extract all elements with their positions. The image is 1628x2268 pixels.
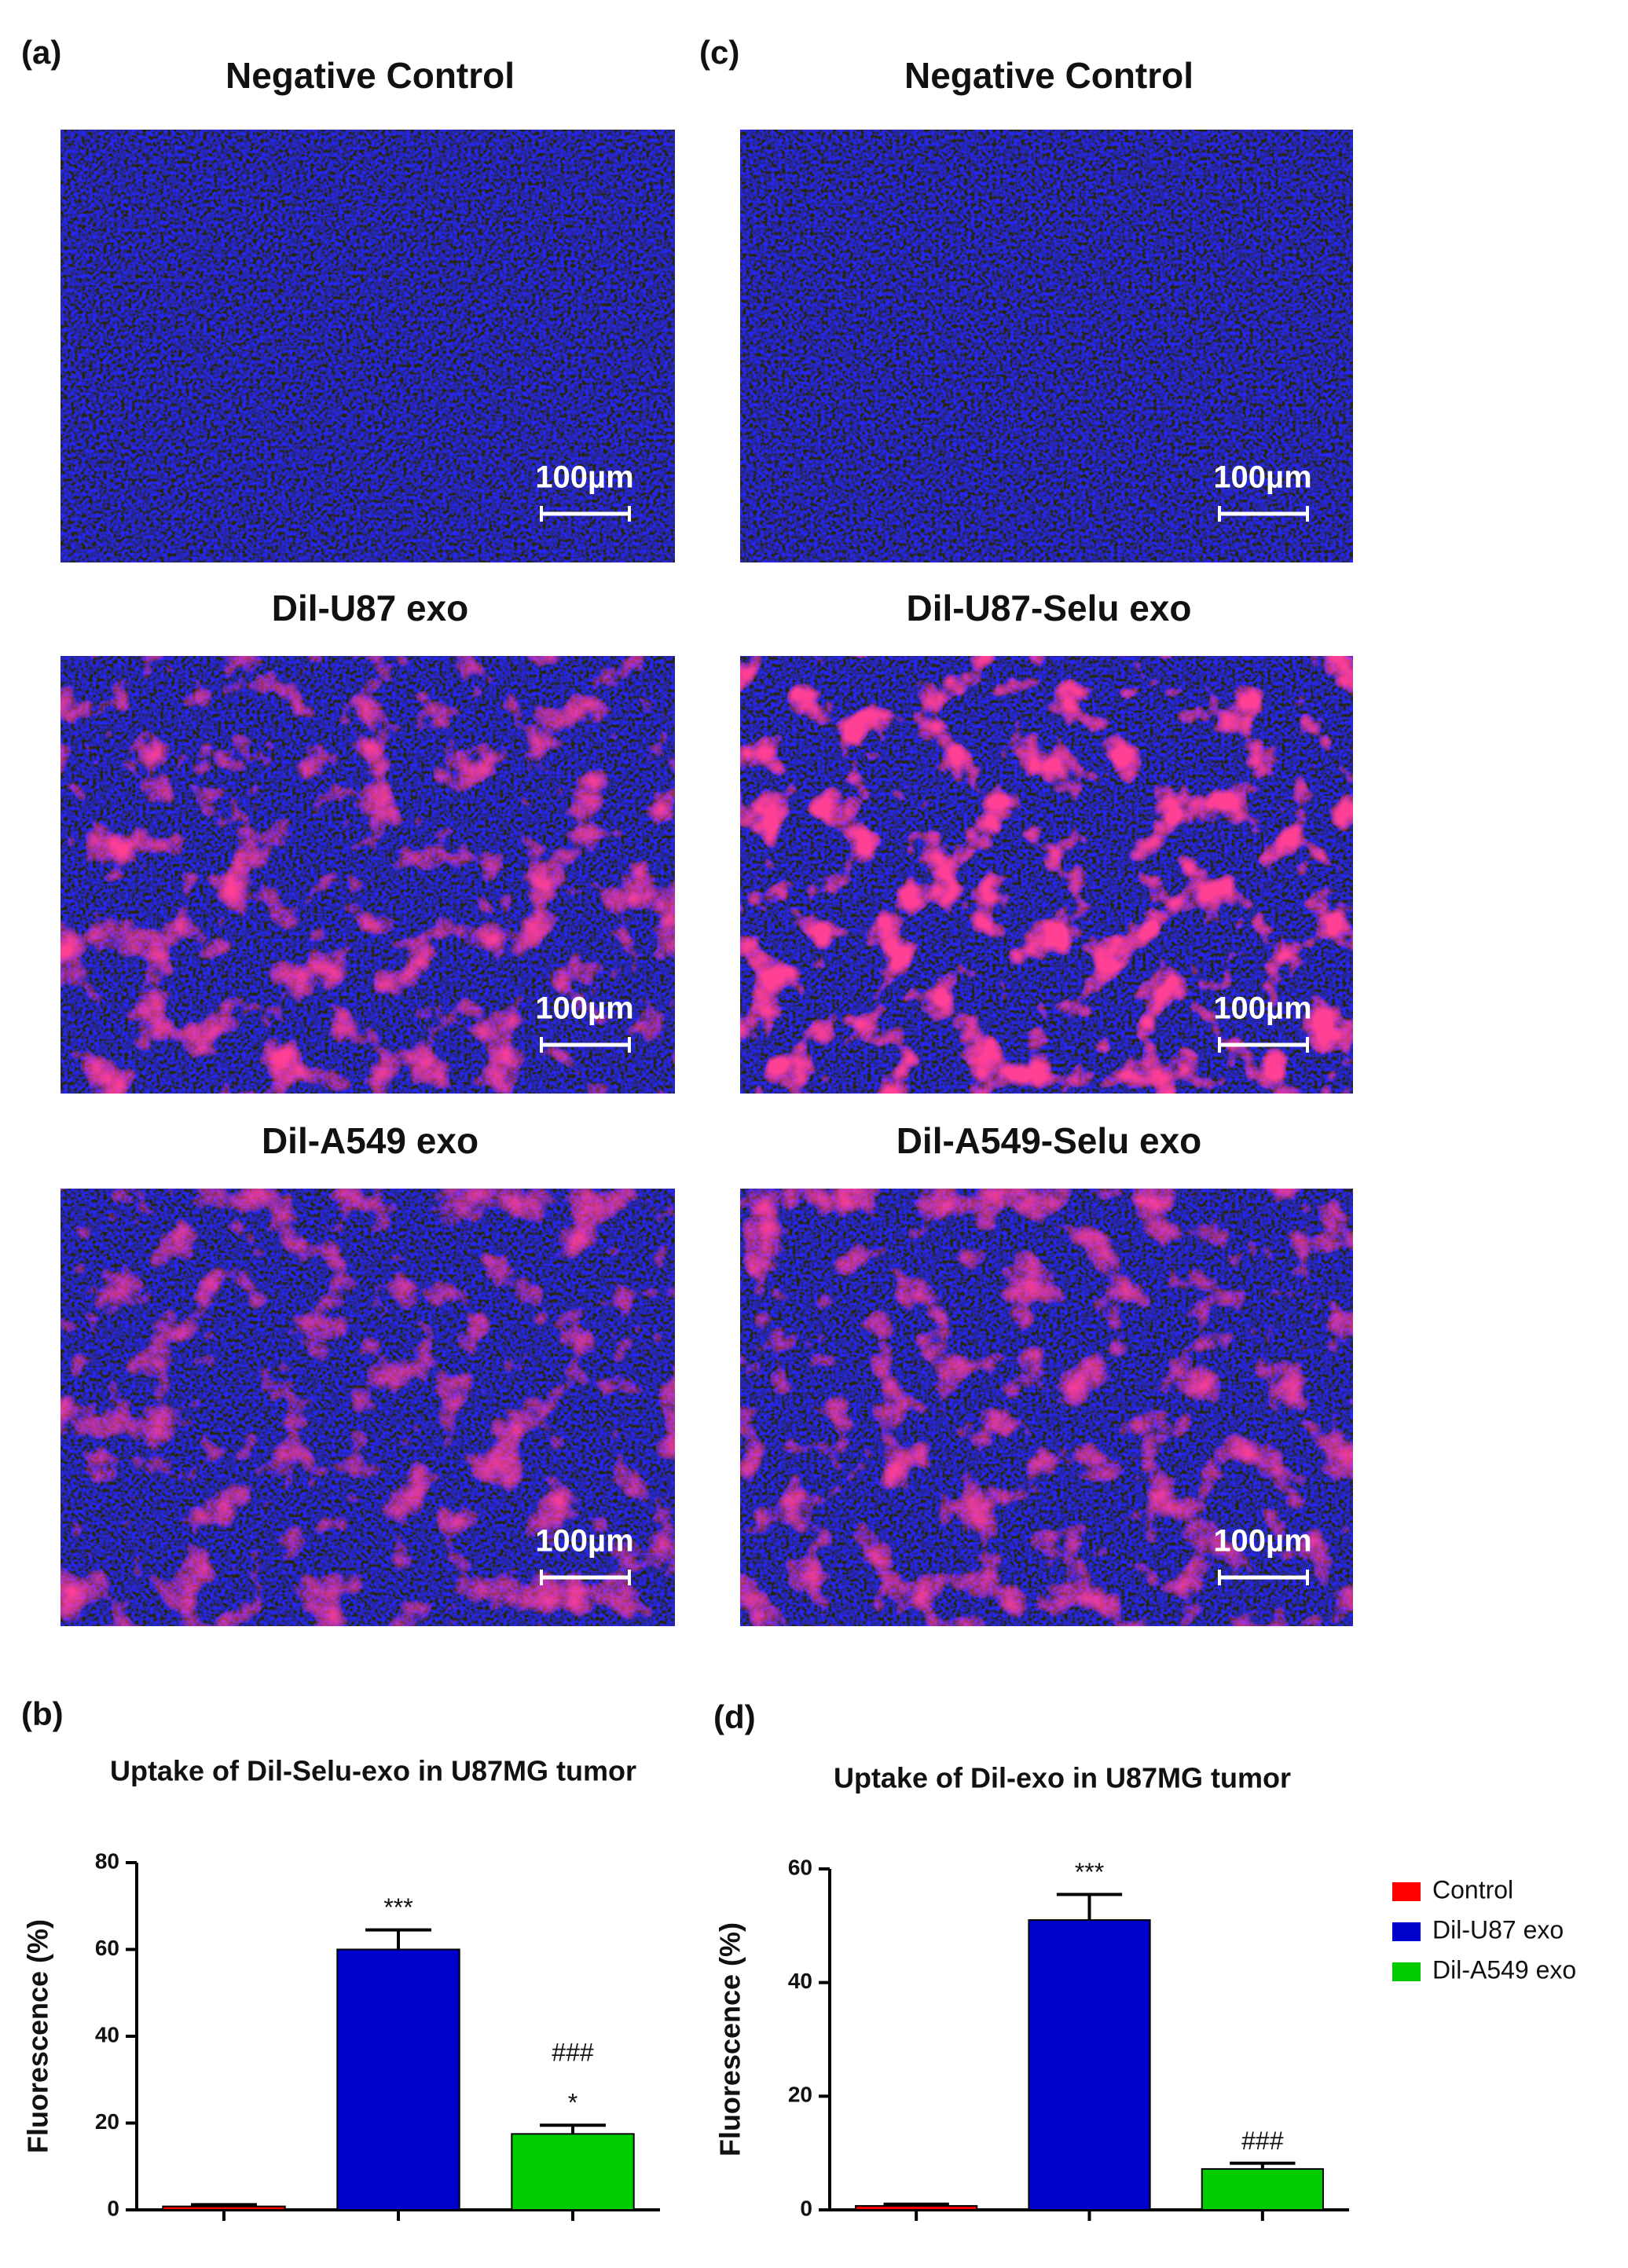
- y-tick-label: 20: [95, 2109, 119, 2134]
- legend-swatch: [1392, 1962, 1421, 1981]
- scale-bar-label: 100µm: [535, 460, 633, 495]
- legend-swatch: [1392, 1882, 1421, 1901]
- y-axis-label: Fluorescence (%): [22, 1919, 54, 2153]
- image-title: Negative Control: [226, 55, 515, 96]
- panel-label: (c): [699, 34, 739, 71]
- y-tick-label: 20: [788, 2083, 812, 2107]
- chart-title: Uptake of Dil-exo in U87MG tumor: [834, 1762, 1291, 1794]
- micrograph: [60, 656, 675, 1094]
- y-tick-label: 40: [95, 2022, 119, 2046]
- significance-label: ###: [552, 2039, 594, 2067]
- micrograph: [60, 130, 675, 562]
- y-tick-label: 60: [95, 1936, 119, 1960]
- image-title: Dil-A549-Selu exo: [896, 1120, 1202, 1161]
- scale-bar-label: 100µm: [1213, 1524, 1311, 1559]
- scale-bar-label: 100µm: [1213, 460, 1311, 495]
- bar: [855, 2204, 978, 2211]
- y-axis-label: Fluorescence (%): [714, 1922, 746, 2156]
- significance-label: *: [568, 2089, 578, 2117]
- panel-label: (b): [21, 1695, 64, 1732]
- panel-label: (a): [21, 34, 61, 71]
- y-tick-label: 0: [107, 2196, 119, 2220]
- y-tick-label: 40: [788, 1969, 812, 1993]
- significance-label: ***: [383, 1893, 412, 1922]
- significance-label: ***: [1075, 1858, 1104, 1886]
- legend-swatch: [1392, 1922, 1421, 1941]
- bar: [162, 2205, 286, 2211]
- bar: [1028, 1919, 1151, 2211]
- micrograph: [740, 656, 1353, 1094]
- y-tick-label: 80: [95, 1848, 119, 1873]
- image-title: Dil-U87-Selu exo: [907, 588, 1192, 628]
- micrograph: [740, 1189, 1353, 1626]
- bar: [336, 1948, 460, 2211]
- scale-bar-label: 100µm: [1213, 991, 1311, 1026]
- image-title: Negative Control: [904, 55, 1194, 96]
- image-title: Dil-A549 exo: [262, 1120, 478, 1161]
- micrograph: [740, 130, 1353, 562]
- y-tick-label: 0: [800, 2196, 812, 2220]
- scale-bar-label: 100µm: [535, 1524, 633, 1559]
- legend-label: Dil-U87 exo: [1432, 1915, 1564, 1944]
- y-tick-label: 60: [788, 1855, 812, 1879]
- legend-label: Dil-A549 exo: [1432, 1955, 1576, 1984]
- bar: [1201, 2167, 1324, 2211]
- bar: [511, 2133, 635, 2211]
- scale-bar-label: 100µm: [535, 991, 633, 1026]
- panel-label: (d): [713, 1698, 756, 1735]
- image-title: Dil-U87 exo: [272, 588, 469, 628]
- legend-label: Control: [1432, 1875, 1513, 1903]
- micrograph: [60, 1189, 675, 1626]
- chart-title: Uptake of Dil-Selu-exo in U87MG tumor: [110, 1755, 636, 1787]
- significance-label: ###: [1241, 2127, 1284, 2155]
